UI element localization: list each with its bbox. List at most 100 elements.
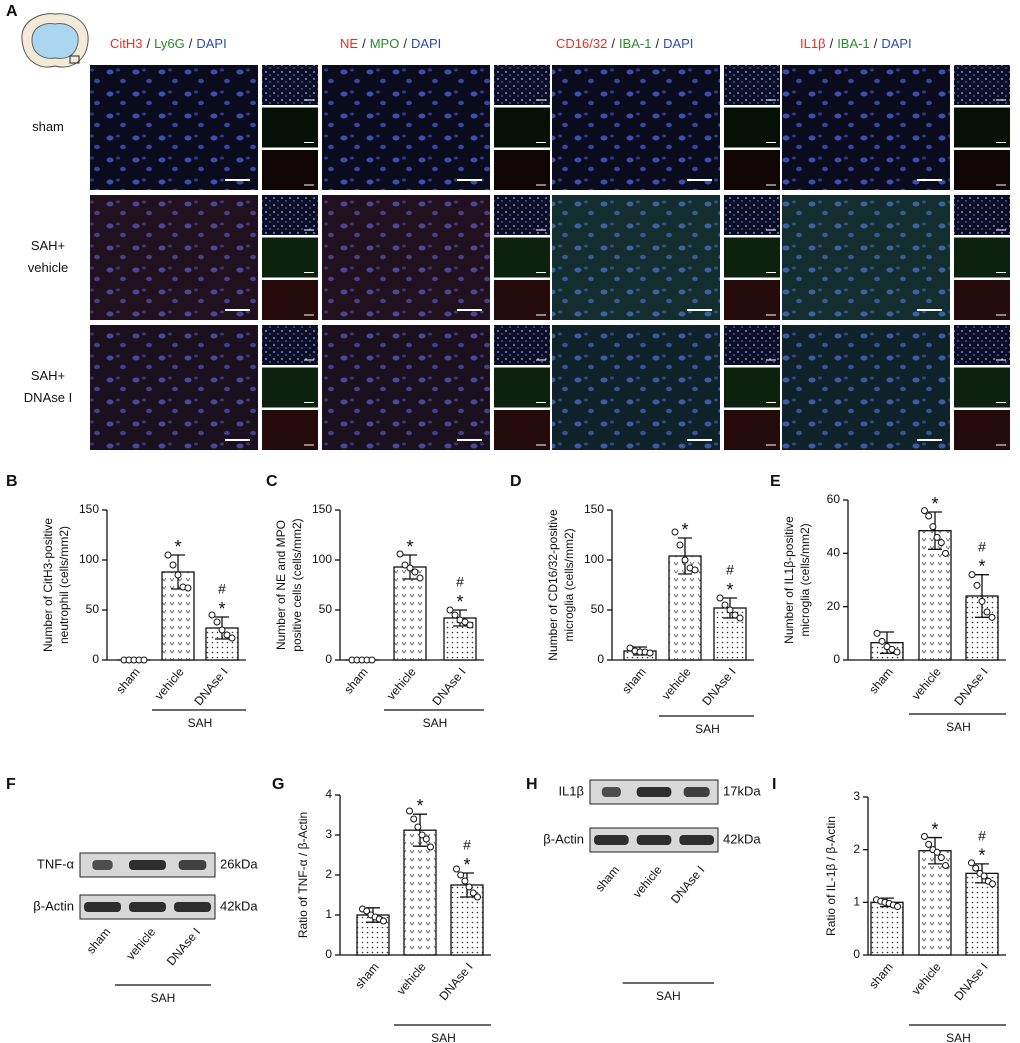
data-point	[451, 611, 459, 619]
group-label: SAH	[431, 1031, 456, 1043]
data-point	[140, 656, 148, 664]
significance-mark: *	[931, 494, 938, 514]
lane-label: DNAse I	[164, 925, 203, 968]
data-point	[726, 606, 734, 614]
channel-thumb	[494, 367, 550, 408]
data-point	[929, 523, 937, 531]
blot-band	[174, 902, 211, 912]
data-point	[228, 634, 236, 642]
marker-name: /	[189, 36, 193, 51]
blot-band	[636, 787, 672, 797]
y-axis-label: Number of CD16/32-positive	[546, 509, 560, 661]
data-point	[731, 611, 739, 619]
data-point	[406, 564, 414, 572]
y-tick-label: 2	[853, 842, 860, 856]
data-point	[453, 865, 460, 873]
micrograph	[90, 325, 258, 450]
micrograph	[322, 325, 490, 450]
error-bar	[413, 813, 427, 847]
significance-mark: *	[931, 819, 938, 839]
marker-header: IL1β / IBA-1/DAPI	[800, 36, 912, 51]
micrograph	[552, 195, 720, 320]
error-bar	[975, 574, 989, 618]
channel-stain	[262, 280, 318, 320]
channel-thumb	[724, 237, 780, 278]
x-tick-label: DNAse I	[699, 665, 738, 708]
micrograph	[782, 325, 950, 450]
channel-thumb	[262, 237, 318, 278]
blot-band	[601, 787, 621, 797]
y-tick-label: 150	[584, 502, 604, 516]
data-point	[989, 880, 996, 888]
brain-icon	[21, 13, 89, 68]
x-tick-label: sham	[866, 960, 896, 991]
data-point	[446, 606, 454, 614]
group-label: SAH	[946, 1031, 971, 1043]
channel-stain	[494, 237, 550, 278]
significance-mark: *	[463, 855, 470, 875]
data-point	[461, 618, 469, 626]
channel-thumb	[954, 65, 1010, 105]
group-label: SAH	[188, 716, 213, 730]
micrograph	[90, 65, 258, 190]
marker-header: NE / MPO / DAPI	[340, 36, 441, 51]
data-point	[937, 854, 945, 862]
data-point	[980, 872, 988, 880]
panel-letter: I	[772, 776, 776, 793]
data-point	[457, 871, 465, 879]
data-point	[223, 631, 231, 639]
blot-band	[636, 835, 672, 845]
x-tick-label: DNAse I	[191, 665, 230, 708]
channel-thumb	[954, 237, 1010, 278]
data-point	[469, 889, 477, 897]
x-tick-label: sham	[866, 665, 896, 696]
row-label: sham	[32, 119, 64, 134]
y-axis-label: neutrophil (cells/mm2)	[57, 526, 71, 644]
channel-thumb	[954, 195, 1010, 235]
channel-thumb	[494, 280, 550, 320]
channel-stain	[724, 280, 780, 320]
panel-letter: B	[6, 473, 18, 490]
significance-mark: *	[978, 846, 985, 866]
marker-name: IBA-1	[837, 36, 870, 51]
channel-thumb	[262, 107, 318, 148]
data-point	[925, 512, 933, 520]
bar	[965, 595, 999, 661]
panel-letter: F	[6, 776, 16, 793]
marker-name: IBA-1	[619, 36, 652, 51]
x-tick-label: sham	[341, 665, 371, 696]
size-label: 42kDa	[723, 831, 761, 846]
channel-thumb	[724, 325, 780, 365]
data-point	[925, 840, 933, 848]
y-tick-label: 0	[597, 652, 604, 666]
data-point	[169, 561, 177, 569]
data-point	[968, 571, 976, 579]
significance-mark: *	[681, 520, 688, 540]
channel-stain	[724, 410, 780, 450]
data-point	[368, 656, 376, 664]
data-point	[461, 877, 469, 885]
y-axis-label: Number of CitH3-positive	[41, 518, 55, 652]
channel-thumb	[724, 150, 780, 190]
channel-stain	[494, 280, 550, 320]
x-tick-label: vehicle	[909, 960, 944, 998]
lane-label: sham	[592, 863, 622, 894]
size-label: 26kDa	[220, 856, 258, 871]
channel-thumb	[724, 107, 780, 148]
y-tick-label: 150	[312, 502, 332, 516]
channel-thumb	[494, 325, 550, 365]
data-point	[973, 581, 981, 589]
channel-thumb	[954, 410, 1010, 450]
channel-stain	[954, 237, 1010, 278]
y-axis-label: Number of IL1β-positive	[782, 516, 796, 644]
marker-name: /	[362, 36, 366, 51]
y-tick-label: 100	[312, 552, 332, 566]
data-point	[414, 823, 422, 831]
row-label: SAH+	[31, 368, 65, 383]
micrograph-stain	[552, 195, 720, 320]
significance-mark: *	[174, 537, 181, 557]
data-point	[691, 566, 699, 574]
channel-thumb	[724, 410, 780, 450]
marker-name: DAPI	[411, 36, 441, 51]
micrograph	[552, 325, 720, 450]
